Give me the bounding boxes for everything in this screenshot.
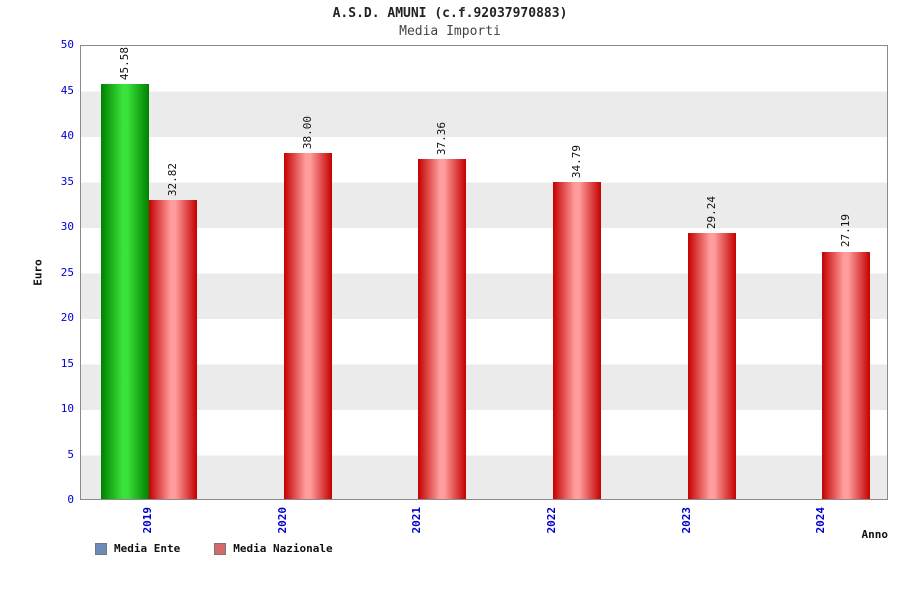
legend-label: Media Nazionale bbox=[233, 542, 333, 555]
bar-value-label: 29.24 bbox=[704, 195, 718, 229]
bar-media-nazionale bbox=[149, 200, 197, 499]
bar-media-nazionale bbox=[283, 153, 332, 499]
x-tick-label: 2019 bbox=[141, 507, 154, 534]
legend-swatch bbox=[95, 542, 107, 555]
bar-value-label: 27.19 bbox=[839, 214, 853, 248]
y-axis-title: Euro bbox=[31, 259, 45, 286]
bar-value-label: 37.36 bbox=[435, 121, 449, 156]
bar-media-nazionale bbox=[418, 159, 467, 499]
bar-value-label: 32.82 bbox=[166, 163, 179, 197]
plot-area: 45.58 32.82 38.00 37.36 34.79 29.24 27.19 bbox=[80, 45, 888, 500]
bar-media-nazionale bbox=[822, 251, 871, 499]
x-axis-title: Anno bbox=[861, 528, 889, 541]
legend-item-media-nazionale: Media Nazionale bbox=[214, 542, 333, 555]
bar-media-ente bbox=[101, 84, 149, 499]
x-tick-label: 2022 bbox=[545, 507, 558, 534]
chart-title: A.S.D. AMUNI (c.f.92037970883) bbox=[332, 6, 568, 21]
y-tick-label: 10 bbox=[60, 402, 74, 415]
bar-value-label: 38.00 bbox=[300, 116, 314, 150]
y-tick-label: 20 bbox=[60, 311, 74, 324]
y-tick-label: 0 bbox=[67, 493, 74, 506]
y-tick-label: 25 bbox=[60, 265, 74, 279]
legend: Media Ente Media Nazionale bbox=[95, 542, 333, 555]
y-tick-label: 35 bbox=[60, 174, 74, 188]
bar-value-label: 45.58 bbox=[118, 47, 131, 81]
bar-media-nazionale bbox=[687, 232, 736, 499]
legend-swatch bbox=[214, 542, 227, 555]
legend-label: Media Ente bbox=[114, 542, 181, 555]
bar-media-nazionale bbox=[553, 182, 601, 499]
y-tick-label: 45 bbox=[60, 83, 74, 97]
x-tick-label: 2023 bbox=[679, 507, 693, 534]
bar-value-label: 34.79 bbox=[570, 145, 583, 179]
legend-item-media-ente: Media Ente bbox=[95, 542, 180, 555]
y-tick-label: 5 bbox=[67, 447, 74, 461]
x-tick-label: 2021 bbox=[410, 507, 424, 534]
y-tick-label: 15 bbox=[60, 356, 74, 370]
y-tick-label: 40 bbox=[60, 129, 74, 142]
x-tick-label: 2020 bbox=[275, 507, 289, 534]
y-tick-label: 50 bbox=[60, 38, 74, 51]
y-tick-label: 30 bbox=[60, 220, 74, 233]
chart-subtitle: Media Importi bbox=[399, 24, 501, 39]
